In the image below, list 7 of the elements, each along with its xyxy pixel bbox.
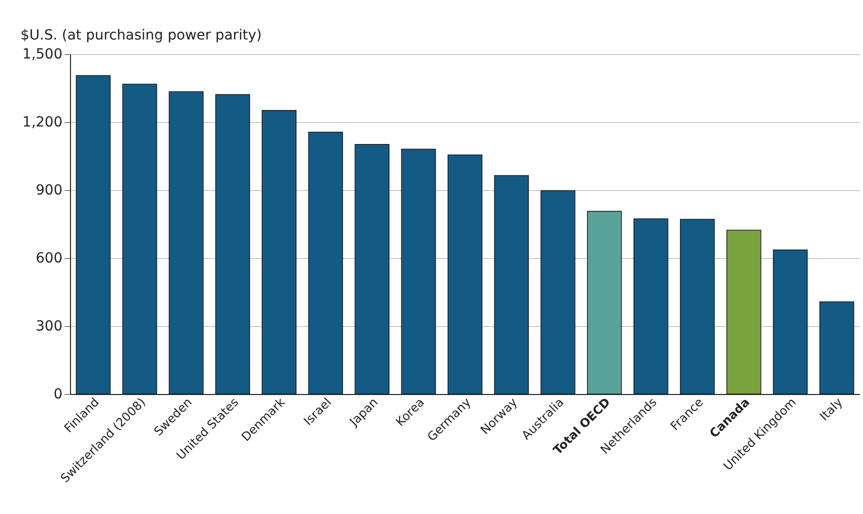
y-tick-label: 600 xyxy=(36,250,62,266)
y-tick-label: 300 xyxy=(36,318,62,334)
y-axis-title: $U.S. (at purchasing power parity) xyxy=(20,28,262,44)
y-tick-label: 1,200 xyxy=(22,114,62,130)
y-tick-label: 1,500 xyxy=(22,46,62,62)
y-tick-label: 900 xyxy=(36,182,62,198)
y-tick-label: 0 xyxy=(54,386,62,402)
